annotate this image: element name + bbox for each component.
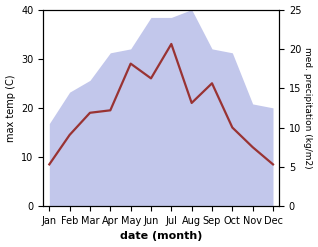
Y-axis label: med. precipitation (kg/m2): med. precipitation (kg/m2) (303, 47, 313, 169)
Y-axis label: max temp (C): max temp (C) (5, 74, 16, 142)
X-axis label: date (month): date (month) (120, 231, 202, 242)
